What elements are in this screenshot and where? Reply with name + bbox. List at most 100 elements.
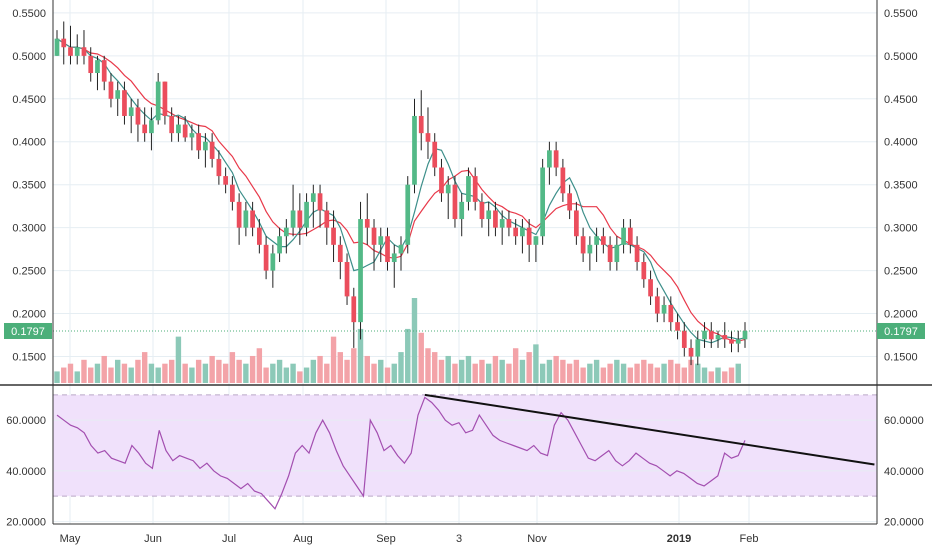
candle-body — [567, 193, 572, 211]
volume-bar — [708, 371, 714, 383]
candle-body — [256, 227, 262, 245]
volume-bar — [553, 355, 559, 383]
candle-body — [95, 60, 100, 74]
volume-bar — [485, 363, 492, 383]
volume-bar — [465, 355, 472, 383]
candle-body — [101, 60, 107, 82]
candle-body — [560, 167, 566, 194]
volume-bar — [135, 359, 141, 383]
volume-bar — [229, 352, 236, 383]
y-tick-label-left: 0.1500 — [12, 352, 46, 364]
candle-body — [277, 236, 282, 254]
volume-bar — [283, 367, 290, 383]
volume-bar — [115, 359, 121, 383]
y-tick-label-right: 0.4000 — [884, 137, 918, 149]
candle-body — [324, 210, 330, 228]
volume-bar — [81, 359, 87, 383]
candle-body — [263, 244, 269, 271]
volume-bar — [607, 363, 613, 383]
volume-bar — [162, 363, 168, 383]
candle-body — [466, 176, 471, 202]
candle-body — [405, 184, 411, 245]
volume-bar — [728, 367, 735, 383]
candle-body — [88, 55, 94, 74]
volume-bar — [681, 367, 687, 383]
candle-body — [122, 90, 127, 116]
candle-body — [283, 227, 289, 237]
candle-body — [627, 227, 633, 245]
candle-body — [479, 201, 485, 220]
candle-body — [574, 210, 579, 237]
candle-body — [513, 227, 519, 237]
candle-body — [236, 201, 242, 228]
volume-bar — [189, 367, 195, 383]
volume-bar — [297, 371, 303, 383]
volume-bar — [391, 363, 397, 383]
volume-bar — [54, 371, 60, 383]
volume-bar — [647, 363, 654, 383]
candle-body — [270, 253, 276, 271]
candle-body — [115, 90, 121, 99]
y-tick-label-left: 0.3500 — [12, 180, 46, 192]
volume-bar — [695, 363, 701, 383]
candle-body — [223, 176, 228, 185]
candle-body — [169, 115, 175, 134]
y-tick-label-right: 0.5500 — [884, 8, 918, 20]
candle-body — [648, 279, 653, 297]
candle-body — [135, 107, 141, 125]
candle-body — [68, 47, 73, 56]
candle-body — [432, 141, 438, 168]
candle-body — [614, 244, 620, 263]
candle-body — [412, 115, 417, 185]
candle-body — [533, 236, 539, 245]
candle-body — [230, 184, 235, 202]
volume-bar — [216, 359, 222, 383]
candle-body — [391, 253, 397, 263]
candle-body — [310, 193, 316, 202]
candle-body — [61, 38, 67, 48]
volume-bar — [614, 359, 620, 383]
volume-bar — [222, 363, 229, 383]
x-tick-label: Jul — [222, 533, 236, 545]
volume-bar — [61, 367, 67, 383]
candle-body — [587, 244, 593, 254]
volume-bar — [351, 348, 357, 383]
candle-body — [216, 158, 222, 177]
candle-body — [189, 133, 195, 138]
volume-bar — [364, 355, 370, 383]
y-tick-label-right: 0.3500 — [884, 180, 918, 192]
x-tick-label: 3 — [456, 533, 462, 545]
candle-body — [452, 184, 458, 220]
volume-bar — [175, 336, 182, 383]
volume-bar — [276, 359, 283, 383]
candle-body — [74, 47, 80, 56]
x-tick-label: Nov — [527, 533, 547, 545]
volume-bar — [74, 371, 80, 383]
volume-bar — [94, 363, 101, 383]
volume-bar — [108, 367, 114, 383]
y-tick-label-left: 0.4000 — [12, 137, 46, 149]
volume-bar — [324, 363, 330, 383]
y-tick-label-right: 0.1500 — [884, 352, 918, 364]
candle-body — [621, 227, 626, 245]
candle-layer — [53, 21, 877, 366]
candle-body — [351, 296, 357, 323]
candle-body — [337, 244, 343, 263]
volume-bar — [243, 363, 249, 383]
volume-bar — [560, 359, 566, 383]
volume-bar — [371, 363, 377, 383]
candle-body — [668, 304, 674, 323]
volume-bar — [566, 363, 573, 383]
rsi-trendline — [424, 393, 875, 466]
volume-bar — [600, 367, 607, 383]
volume-bar — [526, 352, 532, 383]
rsi-layer — [53, 393, 877, 522]
candle-body — [695, 339, 701, 357]
volume-bar — [634, 363, 640, 383]
volume-bar — [668, 359, 674, 383]
candle-body — [81, 47, 87, 56]
candle-body — [722, 335, 728, 340]
volume-bar — [661, 363, 667, 383]
volume-bar — [357, 328, 364, 383]
